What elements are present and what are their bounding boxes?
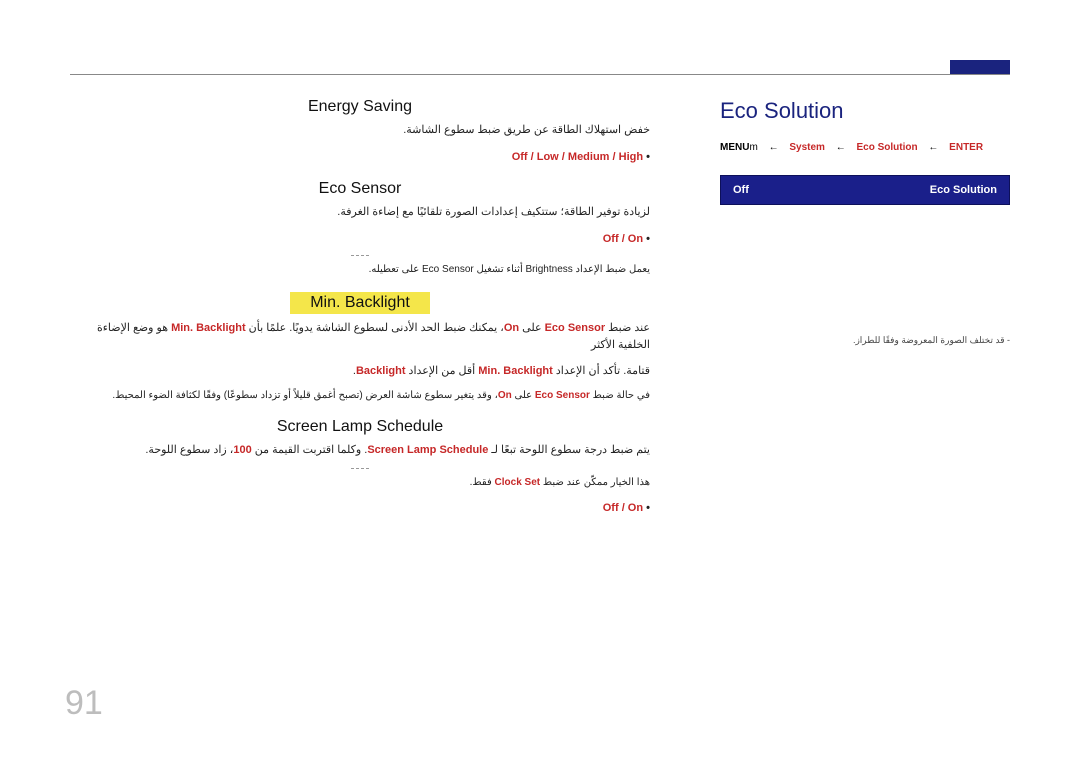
section-note: هذا الخيار ممكّن عند ضبط Clock Set فقط.	[70, 475, 650, 491]
kw-min-backlight: Min. Backlight	[478, 365, 553, 377]
option-values: Off / On	[603, 502, 643, 514]
section-title: Energy Saving	[70, 98, 650, 116]
menu-breadcrumb: MENUm ← System ← Eco Solution ← ENTER	[720, 142, 1010, 153]
menu-root-suffix: m	[749, 142, 757, 153]
arrow-icon: ←	[769, 142, 779, 153]
footnote: - قد تختلف الصورة المعروضة وفقًا للطراز.	[720, 335, 1010, 346]
kw-100: 100	[233, 444, 251, 456]
kw-lamp-schedule: Screen Lamp Schedule	[367, 444, 488, 456]
osd-menu-label: Eco Solution	[930, 184, 997, 196]
t: فقط.	[470, 477, 495, 488]
section-eco-sensor: Eco Sensor لزيادة توفير الطاقة؛ ستتكيف إ…	[70, 180, 650, 277]
t: عند ضبط	[605, 322, 650, 334]
t: ، وقد يتغير سطوع شاشة العرض (تصبح أغمق ق…	[112, 390, 497, 401]
t: في حالة ضبط	[590, 390, 650, 401]
option-list: • Off / On	[70, 499, 650, 518]
menu-step-system: System	[789, 142, 825, 153]
option-values: Off / Low / Medium / High	[512, 151, 643, 163]
chapter-title: Eco Solution	[720, 98, 1010, 124]
kw-clock-set: Clock Set	[495, 477, 541, 488]
kw-eco-sensor: Eco Sensor	[535, 390, 590, 401]
option-values: Off / On	[603, 233, 643, 245]
page-number: 91	[65, 684, 103, 723]
t: على	[512, 390, 535, 401]
note-text: يعمل ضبط الإعداد Brightness أثناء تشغيل …	[369, 264, 650, 275]
menu-step-enter: ENTER	[949, 142, 983, 153]
content-column: Energy Saving خفض استهلاك الطاقة عن طريق…	[70, 98, 650, 532]
option-list: • Off / Low / Medium / High	[70, 148, 650, 167]
menu-step-eco: Eco Solution	[857, 142, 918, 153]
section-note: في حالة ضبط Eco Sensor على On، وقد يتغير…	[70, 388, 650, 404]
section-title: Screen Lamp Schedule	[70, 418, 650, 436]
t: . وكلما اقتربت القيمة من	[252, 444, 368, 456]
arrow-icon: ←	[836, 142, 846, 153]
t: قتامة. تأكد أن الإعداد	[553, 365, 650, 377]
section-note: يعمل ضبط الإعداد Brightness أثناء تشغيل …	[70, 262, 650, 278]
section-body: عند ضبط Eco Sensor على On، يمكنك ضبط الح…	[70, 320, 650, 355]
kw-on: On	[504, 322, 519, 334]
top-rule	[70, 74, 1010, 75]
section-body: لزيادة توفير الطاقة؛ ستتكيف إعدادات الصو…	[70, 204, 650, 222]
t: ، يمكنك ضبط الحد الأدنى لسطوع الشاشة يدو…	[246, 322, 504, 334]
accent-bar	[950, 60, 1010, 74]
option-list: • Off / On	[70, 230, 650, 249]
section-lamp-schedule: Screen Lamp Schedule يتم ضبط درجة سطوع ا…	[70, 418, 650, 517]
divider	[351, 468, 369, 469]
kw-min-backlight: Min. Backlight	[171, 322, 246, 334]
osd-menu-row: Eco Solution Off	[720, 175, 1010, 205]
t: على	[519, 322, 545, 334]
t: هذا الخيار ممكّن عند ضبط	[540, 477, 650, 488]
menu-root: MENU	[720, 142, 749, 153]
section-title: Eco Sensor	[70, 180, 650, 198]
section-title-highlighted: Min. Backlight	[290, 292, 430, 314]
osd-menu-value: Off	[733, 184, 749, 196]
section-min-backlight: Min. Backlight عند ضبط Eco Sensor على On…	[70, 292, 650, 405]
section-energy-saving: Energy Saving خفض استهلاك الطاقة عن طريق…	[70, 98, 650, 166]
section-body: يتم ضبط درجة سطوع اللوحة تبعًا لـ Screen…	[70, 442, 650, 460]
section-body: قتامة. تأكد أن الإعداد Min. Backlight أق…	[70, 363, 650, 381]
kw-backlight: Backlight	[356, 365, 406, 377]
t: أقل من الإعداد	[405, 365, 478, 377]
t: ، زاد سطوع اللوحة.	[145, 444, 233, 456]
right-column: Eco Solution MENUm ← System ← Eco Soluti…	[720, 98, 1010, 346]
divider	[351, 255, 369, 256]
kw-on: On	[498, 390, 512, 401]
kw-eco-sensor: Eco Sensor	[545, 322, 606, 334]
t: يتم ضبط درجة سطوع اللوحة تبعًا لـ	[488, 444, 650, 456]
arrow-icon: ←	[928, 142, 938, 153]
section-body: خفض استهلاك الطاقة عن طريق ضبط سطوع الشا…	[70, 122, 650, 140]
